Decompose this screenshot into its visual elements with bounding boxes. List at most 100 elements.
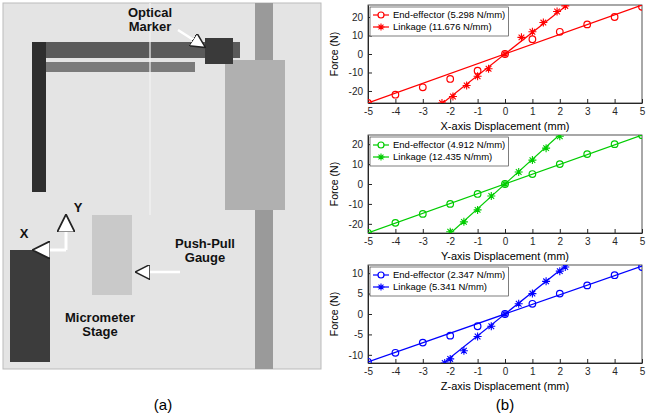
tick: 4 [612,99,618,117]
axis-line [369,103,643,104]
tick-label: -1 [474,366,483,377]
tick-mark [450,99,451,103]
data-point [460,347,468,355]
tick: 4 [612,359,618,377]
tick-label: 1 [530,236,536,247]
tick-label: -10 [349,67,364,78]
tick-mark [532,99,533,103]
data-point [553,7,561,15]
tick-label: 3 [585,236,591,247]
tick-mark [395,359,396,363]
data-point [474,72,482,80]
photo-background [3,3,321,369]
tick-mark [395,99,396,103]
y-axis-arrow [65,218,68,250]
legend-marker [378,272,384,278]
tick-label: 10 [352,159,364,170]
panel-label: (a) [154,396,172,413]
x-axis-title: X-axis Displacement (mm) [441,120,570,132]
data-point [517,33,525,41]
tick-label: -4 [391,106,400,117]
legend: End-effector (4.912 N/mm)Linkage (12.435… [370,137,508,166]
axis-line [369,233,643,234]
y-axis-title: Force (N) [328,292,340,336]
data-point [460,218,468,226]
data-point [557,161,564,168]
data-point [487,322,495,330]
data-point [447,201,454,208]
tick-label: 5 [640,366,646,377]
tick: 0 [357,49,372,60]
tick: 5 [640,99,646,117]
tick: -20 [349,86,372,97]
data-point [611,141,618,148]
tick-label: -10 [349,199,364,210]
tick-label: -20 [349,219,364,230]
tick: 10 [352,30,372,41]
tick-label: -5 [364,106,373,117]
data-point [502,51,509,58]
tick-mark [368,91,372,92]
tick-label: -5 [364,366,373,377]
tick-label: 5 [640,106,646,117]
marks [368,135,642,233]
tick-label: -10 [349,350,364,361]
tick: 3 [585,229,591,247]
data-point [368,230,371,233]
photo-label: OpticalMarker [128,5,172,34]
data-point [639,135,642,138]
tick-mark [423,99,424,103]
tick-mark [587,229,588,233]
data-point [420,211,427,218]
data-point [474,191,481,198]
y-axis: -20-1001020 [349,6,372,104]
tick: 1 [530,359,536,377]
tick: 2 [558,99,564,117]
data-point [447,76,454,83]
data-point [528,156,536,164]
tick-mark [615,359,616,363]
legend-label: Linkage (12.435 N/mm) [393,151,492,162]
tick: -10 [349,67,372,78]
data-point [392,220,399,227]
photo-shape-4 [32,42,46,192]
legend-marker [378,24,385,31]
tick: 0 [503,99,509,117]
tick: 2 [558,359,564,377]
data-point [542,277,550,285]
photo-label: X [20,226,29,241]
data-point [501,50,509,58]
tick-label: 0 [357,309,363,320]
legend-label: End-effector (2.347 N/mm) [393,269,505,280]
tick: 1 [530,99,536,117]
data-point [639,5,642,10]
x-axis-arrow [36,249,66,252]
tick-mark [642,99,643,103]
tick-mark [615,229,616,233]
x-axis-title: Y-axis Displacement (mm) [441,250,569,262]
marks [368,265,642,363]
tick-mark [368,334,372,335]
tick-label: 4 [612,366,618,377]
fit-line [368,266,642,362]
data-point [557,290,564,297]
tick: -5 [354,329,372,340]
data-point [584,282,591,289]
tick-label: 4 [612,236,618,247]
tick-mark [505,229,506,233]
x-axis-title: Z-axis Displacement (mm) [441,380,569,392]
data-point [561,265,569,271]
tick-label: -20 [349,86,364,97]
tick-label: -5 [364,236,373,247]
data-point [368,100,371,103]
data-point [557,29,564,36]
legend-box [370,7,508,36]
tick: 5 [640,359,646,377]
tick-label: 2 [558,236,564,247]
photo-label: MicrometerStage [65,310,135,339]
tick: -3 [419,229,428,247]
tick-label: 1 [530,106,536,117]
tick: -20 [349,219,372,230]
data-point [438,99,446,103]
data-point [584,151,591,158]
